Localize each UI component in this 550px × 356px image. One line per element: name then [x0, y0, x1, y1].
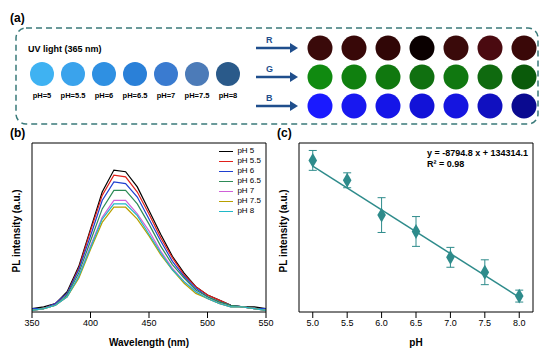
- html-text:(c): (c): [277, 126, 292, 140]
- svg-text:pH=5: pH=5: [33, 91, 52, 100]
- svg-text:PL intensity (a.u.): PL intensity (a.u.): [278, 189, 289, 272]
- svg-text:PL intensity (a.u.): PL intensity (a.u.): [11, 189, 22, 272]
- svg-text:5.0: 5.0: [307, 318, 320, 328]
- svg-text:pH=7: pH=7: [157, 91, 176, 100]
- svg-text:5.5: 5.5: [341, 318, 354, 328]
- svg-text:7.0: 7.0: [444, 318, 457, 328]
- html-text:pH 7.5: pH 7.5: [237, 196, 261, 205]
- svg-text:450: 450: [141, 318, 156, 328]
- svg-text:550: 550: [258, 318, 273, 328]
- svg-text:6.0: 6.0: [375, 318, 388, 328]
- html-text:pH 5: pH 5: [237, 146, 255, 155]
- html-text:pH 6.5: pH 6.5: [237, 176, 261, 185]
- svg-text:UV light (365 nm): UV light (365 nm): [28, 44, 102, 54]
- svg-text:6.5: 6.5: [410, 318, 423, 328]
- svg-text:500: 500: [200, 318, 215, 328]
- svg-text:pH=7.5: pH=7.5: [185, 91, 210, 100]
- svg-text:8.0: 8.0: [513, 318, 526, 328]
- html-text:pH 6: pH 6: [237, 166, 255, 175]
- svg-text:400: 400: [83, 318, 98, 328]
- svg-text:G: G: [266, 64, 273, 74]
- svg-text:B: B: [266, 93, 273, 103]
- html-text:pH 8: pH 8: [237, 206, 255, 215]
- svg-text:pH: pH: [409, 337, 422, 348]
- html-text:y = -8794.8 x + 134314.1: y = -8794.8 x + 134314.1: [426, 148, 528, 158]
- svg-text:(a): (a): [10, 11, 25, 25]
- html-text:pH 7: pH 7: [237, 186, 255, 195]
- html-text:(b): (b): [10, 126, 26, 140]
- svg-text:pH=6: pH=6: [95, 91, 114, 100]
- svg-text:7.5: 7.5: [479, 318, 492, 328]
- svg-text:R: R: [266, 35, 273, 45]
- svg-text:pH=6.5: pH=6.5: [123, 91, 148, 100]
- svg-text:pH=8: pH=8: [219, 91, 238, 100]
- svg-text:Wavelength (nm): Wavelength (nm): [109, 337, 189, 348]
- html-text:pH 5.5: pH 5.5: [237, 156, 261, 165]
- svg-text:pH=5.5: pH=5.5: [61, 91, 86, 100]
- html-text:R² = 0.98: R² = 0.98: [426, 159, 465, 169]
- svg-text:350: 350: [24, 318, 39, 328]
